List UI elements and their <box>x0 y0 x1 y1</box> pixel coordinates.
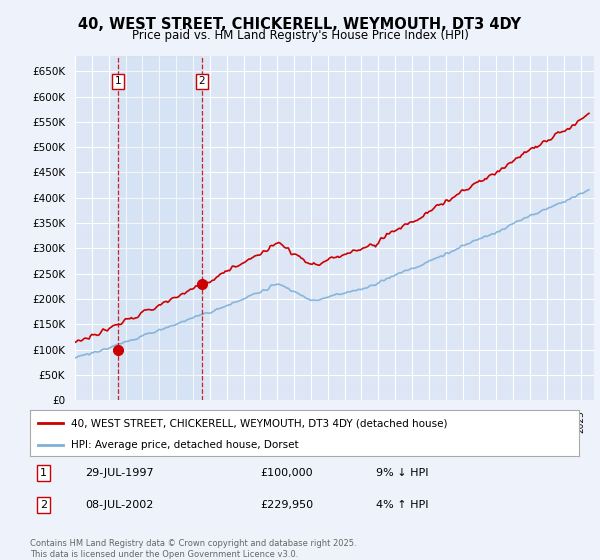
Text: 2: 2 <box>199 76 205 86</box>
Text: £229,950: £229,950 <box>260 500 314 510</box>
Text: 4% ↑ HPI: 4% ↑ HPI <box>376 500 428 510</box>
Text: 29-JUL-1997: 29-JUL-1997 <box>85 468 154 478</box>
Text: Contains HM Land Registry data © Crown copyright and database right 2025.
This d: Contains HM Land Registry data © Crown c… <box>30 539 356 559</box>
Text: Price paid vs. HM Land Registry's House Price Index (HPI): Price paid vs. HM Land Registry's House … <box>131 29 469 42</box>
Text: 40, WEST STREET, CHICKERELL, WEYMOUTH, DT3 4DY (detached house): 40, WEST STREET, CHICKERELL, WEYMOUTH, D… <box>71 418 448 428</box>
Text: 08-JUL-2002: 08-JUL-2002 <box>85 500 153 510</box>
Text: 1: 1 <box>40 468 47 478</box>
Text: 1: 1 <box>115 76 122 86</box>
Text: HPI: Average price, detached house, Dorset: HPI: Average price, detached house, Dors… <box>71 440 299 450</box>
Text: 9% ↓ HPI: 9% ↓ HPI <box>376 468 428 478</box>
Text: £100,000: £100,000 <box>260 468 313 478</box>
Text: 40, WEST STREET, CHICKERELL, WEYMOUTH, DT3 4DY: 40, WEST STREET, CHICKERELL, WEYMOUTH, D… <box>79 17 521 32</box>
Text: 2: 2 <box>40 500 47 510</box>
Bar <box>118 56 202 400</box>
